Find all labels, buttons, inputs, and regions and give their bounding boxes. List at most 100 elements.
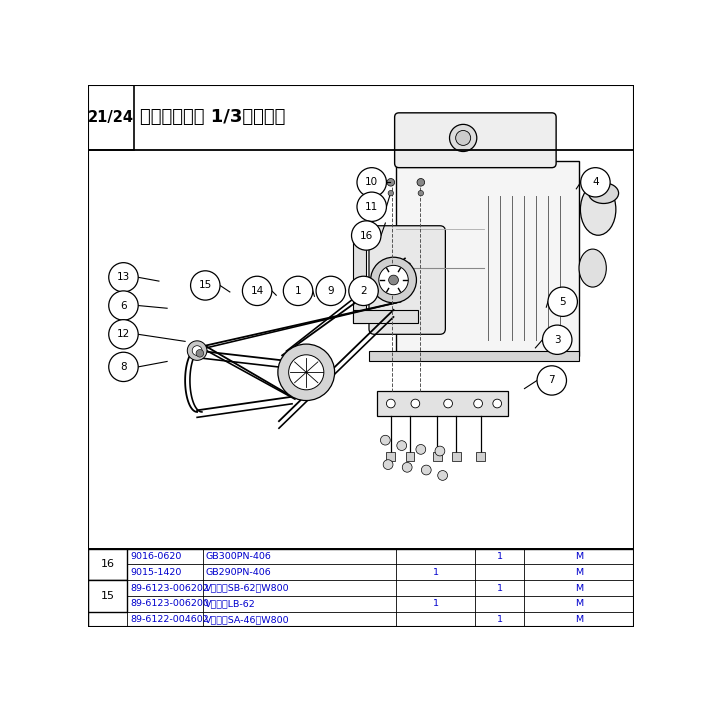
Text: 14: 14 [251, 286, 264, 296]
Circle shape [348, 276, 378, 305]
Text: 6: 6 [120, 300, 127, 310]
Circle shape [196, 350, 203, 357]
Circle shape [351, 221, 381, 250]
Text: 89-6122-004602: 89-6122-004602 [130, 615, 209, 624]
Text: 15: 15 [199, 281, 212, 290]
Circle shape [108, 352, 138, 381]
Text: 89-6123-006202: 89-6123-006202 [130, 584, 209, 593]
Circle shape [316, 276, 346, 305]
Ellipse shape [580, 184, 616, 235]
Text: エンジン部　 1/3（三菱）: エンジン部 1/3（三菱） [140, 108, 285, 126]
Text: M: M [575, 584, 583, 593]
Text: 3: 3 [554, 335, 560, 345]
Circle shape [543, 325, 572, 355]
Circle shape [191, 271, 220, 300]
Circle shape [389, 275, 398, 285]
Circle shape [417, 178, 425, 186]
Circle shape [548, 287, 577, 317]
Bar [433, 452, 441, 461]
Circle shape [108, 291, 138, 320]
Circle shape [187, 341, 207, 360]
Text: 16: 16 [360, 231, 373, 240]
Circle shape [411, 399, 420, 408]
FancyBboxPatch shape [369, 226, 446, 334]
Circle shape [242, 276, 272, 305]
Circle shape [383, 460, 393, 470]
Circle shape [192, 345, 202, 355]
Text: 9016-0620: 9016-0620 [130, 552, 182, 561]
Text: 2: 2 [360, 286, 367, 296]
Text: 1: 1 [497, 552, 503, 561]
Circle shape [450, 124, 477, 152]
Text: 4: 4 [592, 178, 598, 188]
Circle shape [455, 130, 471, 145]
Text: M: M [575, 615, 583, 624]
Text: 1: 1 [295, 286, 301, 296]
Bar [396, 161, 579, 356]
Circle shape [493, 399, 501, 408]
Text: 15: 15 [101, 591, 115, 601]
Circle shape [435, 446, 445, 456]
Circle shape [422, 465, 431, 475]
Circle shape [357, 168, 386, 197]
Text: M: M [575, 599, 583, 608]
Text: GB290PN-406: GB290PN-406 [206, 568, 271, 577]
Text: VベルトSA-46　W800: VベルトSA-46 W800 [206, 615, 290, 624]
Circle shape [388, 190, 394, 196]
Circle shape [386, 399, 395, 408]
Circle shape [278, 344, 334, 400]
Text: 9015-1420: 9015-1420 [130, 568, 182, 577]
Ellipse shape [579, 249, 606, 287]
Text: M: M [575, 568, 583, 577]
Text: 1: 1 [497, 615, 503, 624]
Text: 11: 11 [365, 202, 378, 212]
Text: 1: 1 [433, 599, 439, 608]
Bar [377, 391, 508, 416]
Circle shape [444, 399, 453, 408]
Text: 7: 7 [548, 376, 555, 386]
Bar [386, 452, 395, 461]
Text: 8: 8 [120, 362, 127, 372]
Bar [369, 350, 579, 362]
Circle shape [357, 192, 386, 221]
Bar [88, 548, 127, 580]
Circle shape [418, 190, 424, 196]
Bar [88, 85, 134, 149]
Bar [353, 237, 366, 324]
Circle shape [402, 462, 412, 472]
Circle shape [283, 276, 313, 305]
Circle shape [108, 319, 138, 349]
Text: 9: 9 [327, 286, 334, 296]
Text: 21/24: 21/24 [88, 110, 134, 125]
Text: 16: 16 [101, 560, 115, 570]
Text: 1: 1 [433, 568, 439, 577]
Circle shape [474, 399, 482, 408]
Circle shape [438, 470, 448, 480]
Circle shape [108, 263, 138, 292]
Circle shape [379, 265, 408, 295]
Text: 10: 10 [365, 178, 378, 188]
Bar [88, 149, 634, 548]
Bar [88, 580, 127, 612]
Bar [406, 452, 414, 461]
Circle shape [397, 441, 407, 450]
Text: 13: 13 [117, 272, 130, 282]
Bar [88, 548, 634, 627]
Text: 12: 12 [117, 329, 130, 339]
Circle shape [289, 355, 324, 390]
Circle shape [387, 178, 395, 186]
FancyBboxPatch shape [395, 113, 556, 168]
Text: 1: 1 [497, 584, 503, 593]
Text: M: M [575, 552, 583, 561]
Circle shape [380, 435, 390, 445]
Text: VベルトLB-62: VベルトLB-62 [206, 599, 256, 608]
Bar [477, 452, 485, 461]
Circle shape [370, 257, 417, 303]
Ellipse shape [589, 183, 619, 204]
Bar [452, 452, 460, 461]
Text: GB300PN-406: GB300PN-406 [206, 552, 271, 561]
Circle shape [581, 168, 610, 197]
Text: VベルトSB-62　W800: VベルトSB-62 W800 [206, 584, 290, 593]
Bar [353, 310, 418, 324]
Text: 5: 5 [560, 297, 566, 307]
